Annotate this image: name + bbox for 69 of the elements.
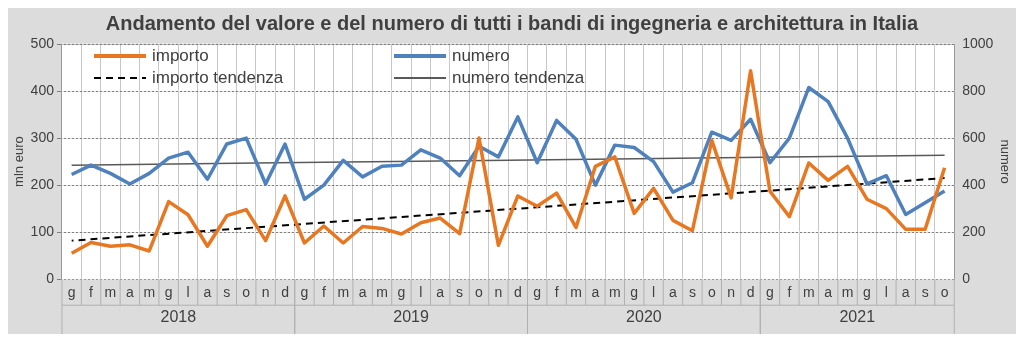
x-tick-label: s [688,284,696,301]
x-tick-label: l [884,284,888,301]
y2-tick-label: 1000 [962,34,994,51]
x-tick-label: g [630,284,639,301]
y-tick-label: 300 [30,128,55,145]
y2-tick-label: 800 [962,81,986,98]
y-tick-label: 500 [30,34,55,51]
chart-title: Andamento del valore e del numero di tutti i bandi di ingegneria e architettura in Italia [105,11,920,34]
x-tick-label: l [419,284,423,301]
x-tick-label: a [436,284,445,301]
text: 2021 [839,307,876,325]
x-tick-label: g [164,284,173,301]
x-tick-label: d [513,284,522,301]
x-tick-label: d [281,284,289,301]
x-tick-label: a [358,284,367,301]
x-tick-label: m [143,284,156,301]
x-tick-label: g [67,284,76,301]
x-tick-label: s [223,284,231,301]
x-tick-label: m [104,284,117,301]
x-tick-label: g [300,284,309,301]
x-tick-label: a [203,284,212,301]
x-tick-label: s [456,284,464,301]
x-tick-label: a [669,284,678,301]
x-tick-label: a [901,284,910,301]
legend-label: importo tendenza [151,68,284,88]
legend-label: importo [151,46,209,66]
x-tick-label: o [940,284,949,301]
y-tick-label: 200 [30,175,55,192]
x-tick-label: m [376,284,388,301]
x-tick-label: g [533,284,542,301]
y-tick-label: 400 [30,81,55,98]
x-tick-label: g [863,284,871,301]
x-tick-label: o [475,284,484,301]
x-tick-label: a [591,284,600,301]
y-tick-label: 100 [30,223,55,240]
x-tick-label: m [802,284,815,301]
x-tick-label: g [766,284,774,301]
y2-tick-label: 200 [962,223,986,240]
x-tick-label: g [397,284,406,301]
x-tick-label: f [554,284,559,301]
y-tick-label: 0 [46,270,55,287]
x-tick-label: n [494,284,503,301]
y2-tick-label: 0 [962,270,971,287]
x-tick-label: n [261,284,270,301]
legend-label: numero [451,46,510,66]
x-tick-label: a [125,284,134,301]
x-tick-label: m [608,284,621,301]
text: 2019 [393,307,430,325]
x-tick-label: o [242,284,251,301]
x-tick-label: m [337,284,350,301]
y2-tick-label: 600 [962,128,986,145]
x-tick-label: n [727,284,736,301]
text: 2020 [626,307,662,325]
y2-axis-title: numero [997,139,1013,184]
x-tick-label: l [186,284,190,301]
x-tick-label: l [652,284,656,301]
x-tick-label: f [89,284,94,301]
x-tick-label: f [321,284,326,301]
x-tick-label: f [787,284,792,301]
text: 2018 [160,307,197,325]
x-tick-label: d [746,284,755,301]
legend-label: numero tendenza [451,68,585,88]
x-tick-label: m [570,284,582,301]
x-tick-label: o [707,284,716,301]
y-axis-title: mln euro [11,136,27,187]
x-tick-label: s [921,284,929,301]
x-tick-label: m [841,284,854,301]
x-tick-label: a [824,284,833,301]
y2-tick-label: 400 [962,175,986,192]
